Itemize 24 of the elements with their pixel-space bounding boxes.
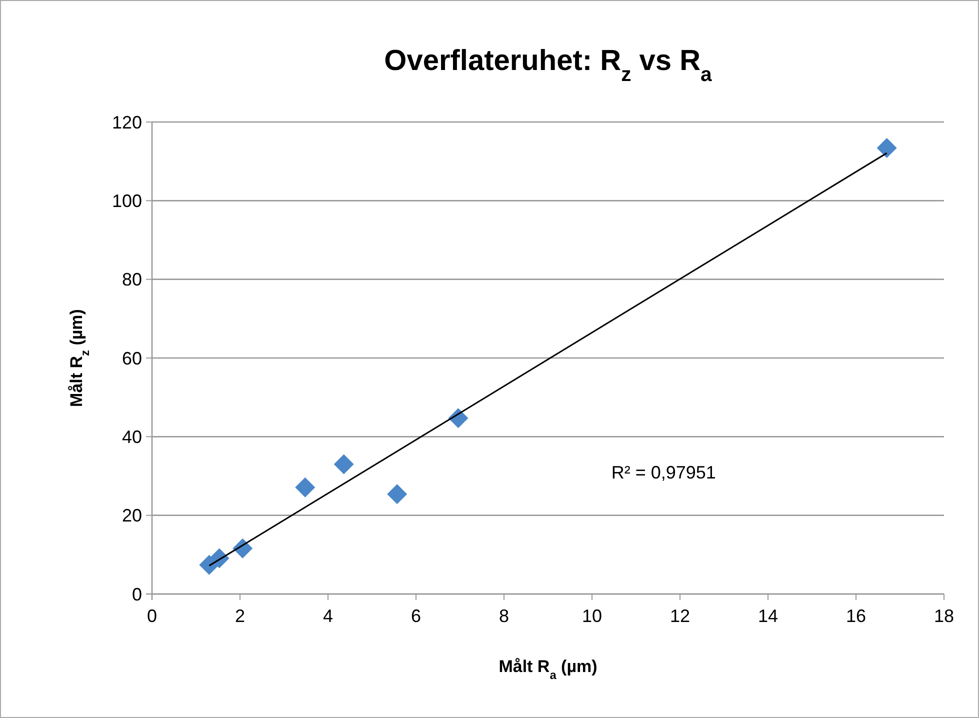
x-tick-label: 2 — [234, 606, 246, 626]
x-tick-label: 18 — [934, 606, 954, 626]
x-tick-label: 14 — [758, 606, 778, 626]
point — [295, 477, 316, 498]
annotation: R² = 0,97951 — [611, 462, 716, 482]
x-tick-label: 10 — [582, 606, 602, 626]
x-tick-label: 6 — [410, 606, 422, 626]
x-tick-label: 4 — [322, 606, 334, 626]
y-tick-label: 40 — [122, 426, 142, 447]
x-tick-label: 12 — [670, 606, 690, 626]
point — [334, 454, 354, 474]
x-tick-label: 16 — [846, 606, 866, 626]
y-tick-label: 0 — [132, 584, 142, 604]
y-tick-label: 80 — [122, 270, 142, 290]
y-tick-label: 100 — [112, 190, 142, 211]
x-axis-title: Målt R$_{a}$ (µm) — [498, 657, 598, 682]
y-tick-label: 60 — [122, 348, 142, 368]
chart-title: Overflateruhet: R$_{z}$ vs R$_{a}$ — [384, 45, 713, 86]
point — [387, 484, 408, 504]
y-tick-label: 120 — [112, 112, 142, 132]
y-tick-label: 20 — [122, 506, 142, 526]
x-tick-label: 0 — [146, 606, 158, 626]
point — [876, 138, 897, 158]
x-tick-label: 8 — [498, 606, 510, 626]
